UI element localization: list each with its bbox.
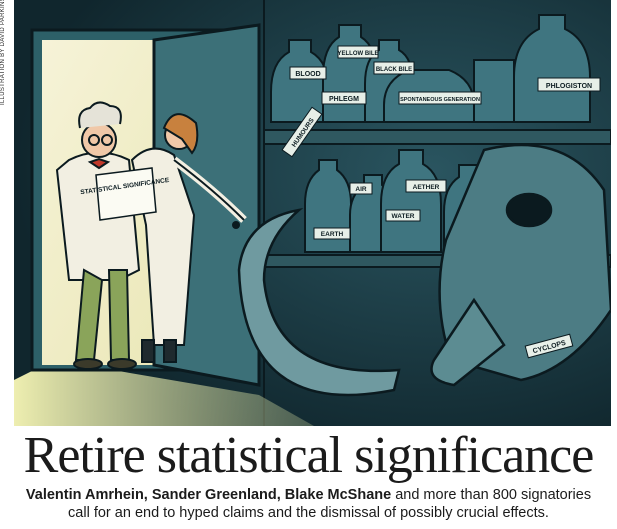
label-earth: EARTH — [321, 231, 344, 238]
illustration-credit: ILLUSTRATION BY DAVID PARKINS — [0, 0, 6, 105]
authors: Valentin Amrhein, Sander Greenland, Blak… — [25, 487, 392, 503]
label-blood: BLOOD — [295, 71, 320, 78]
label-aether: AETHER — [413, 184, 440, 191]
headline: Retire statistical significance — [23, 427, 595, 484]
jar-labels: BLOOD YELLOW BILE BLACK BILE PHLEGM SPON… — [281, 45, 601, 359]
standfirst-line-2: call for an end to hyped claims and the … — [68, 505, 549, 521]
mammoth-skull — [237, 143, 611, 397]
label-spontaneous-generation: SPONTANEOUS GENERATION — [400, 97, 480, 103]
door-handle — [232, 221, 240, 229]
standfirst: Valentin Amrhein, Sander Greenland, Blak… — [0, 486, 617, 522]
standfirst-line-1-rest: and more than 800 signatories — [391, 487, 592, 503]
illustration: STATISTICAL SIGNIFICANCE — [14, 0, 611, 426]
label-water: WATER — [392, 213, 415, 220]
floor-light — [14, 360, 314, 426]
statistical-significance-document: STATISTICAL SIGNIFICANCE — [80, 167, 170, 221]
label-black-bile: BLACK BILE — [376, 67, 412, 73]
label-yellow-bile: YELLOW BILE — [338, 51, 379, 57]
standfirst-line-1: Valentin Amrhein, Sander Greenland, Blak… — [0, 486, 617, 504]
label-air: AIR — [355, 186, 367, 193]
label-phlogiston: PHLOGISTON — [546, 83, 592, 90]
label-phlegm: PHLEGM — [329, 96, 359, 103]
